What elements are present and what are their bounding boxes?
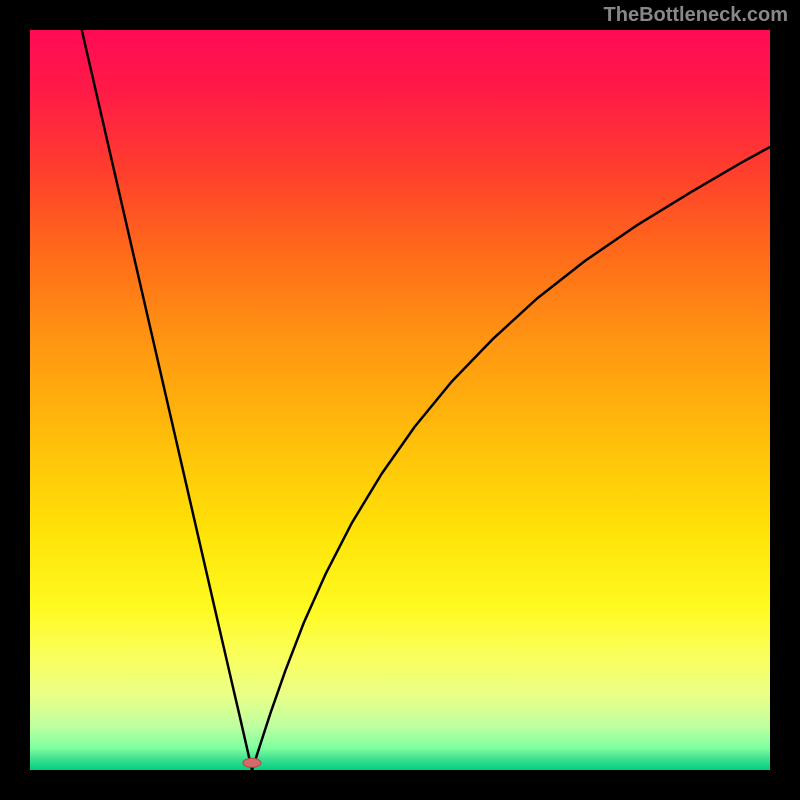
bottleneck-curve bbox=[30, 30, 770, 770]
plot-area bbox=[30, 30, 770, 770]
watermark-text: TheBottleneck.com bbox=[604, 4, 788, 27]
